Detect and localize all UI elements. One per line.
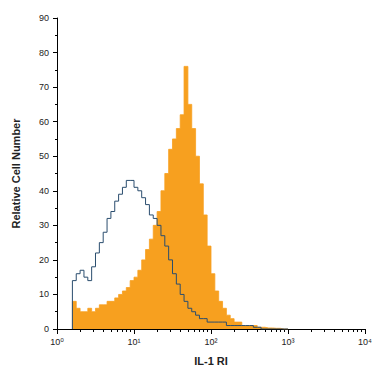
svg-text:20: 20	[39, 255, 49, 265]
svg-text:10¹: 10¹	[127, 337, 140, 347]
svg-text:60: 60	[39, 117, 49, 127]
svg-text:10³: 10³	[281, 337, 294, 347]
svg-text:80: 80	[39, 48, 49, 58]
svg-text:10⁴: 10⁴	[358, 337, 372, 347]
svg-text:10: 10	[39, 289, 49, 299]
svg-text:0: 0	[44, 324, 49, 334]
svg-text:30: 30	[39, 220, 49, 230]
svg-text:90: 90	[39, 13, 49, 23]
svg-text:10⁰: 10⁰	[50, 337, 64, 347]
svg-text:Relative Cell Number: Relative Cell Number	[10, 118, 22, 229]
svg-text:50: 50	[39, 151, 49, 161]
svg-text:70: 70	[39, 82, 49, 92]
svg-text:IL-1 RI: IL-1 RI	[194, 355, 228, 367]
svg-text:10²: 10²	[204, 337, 217, 347]
svg-text:40: 40	[39, 186, 49, 196]
